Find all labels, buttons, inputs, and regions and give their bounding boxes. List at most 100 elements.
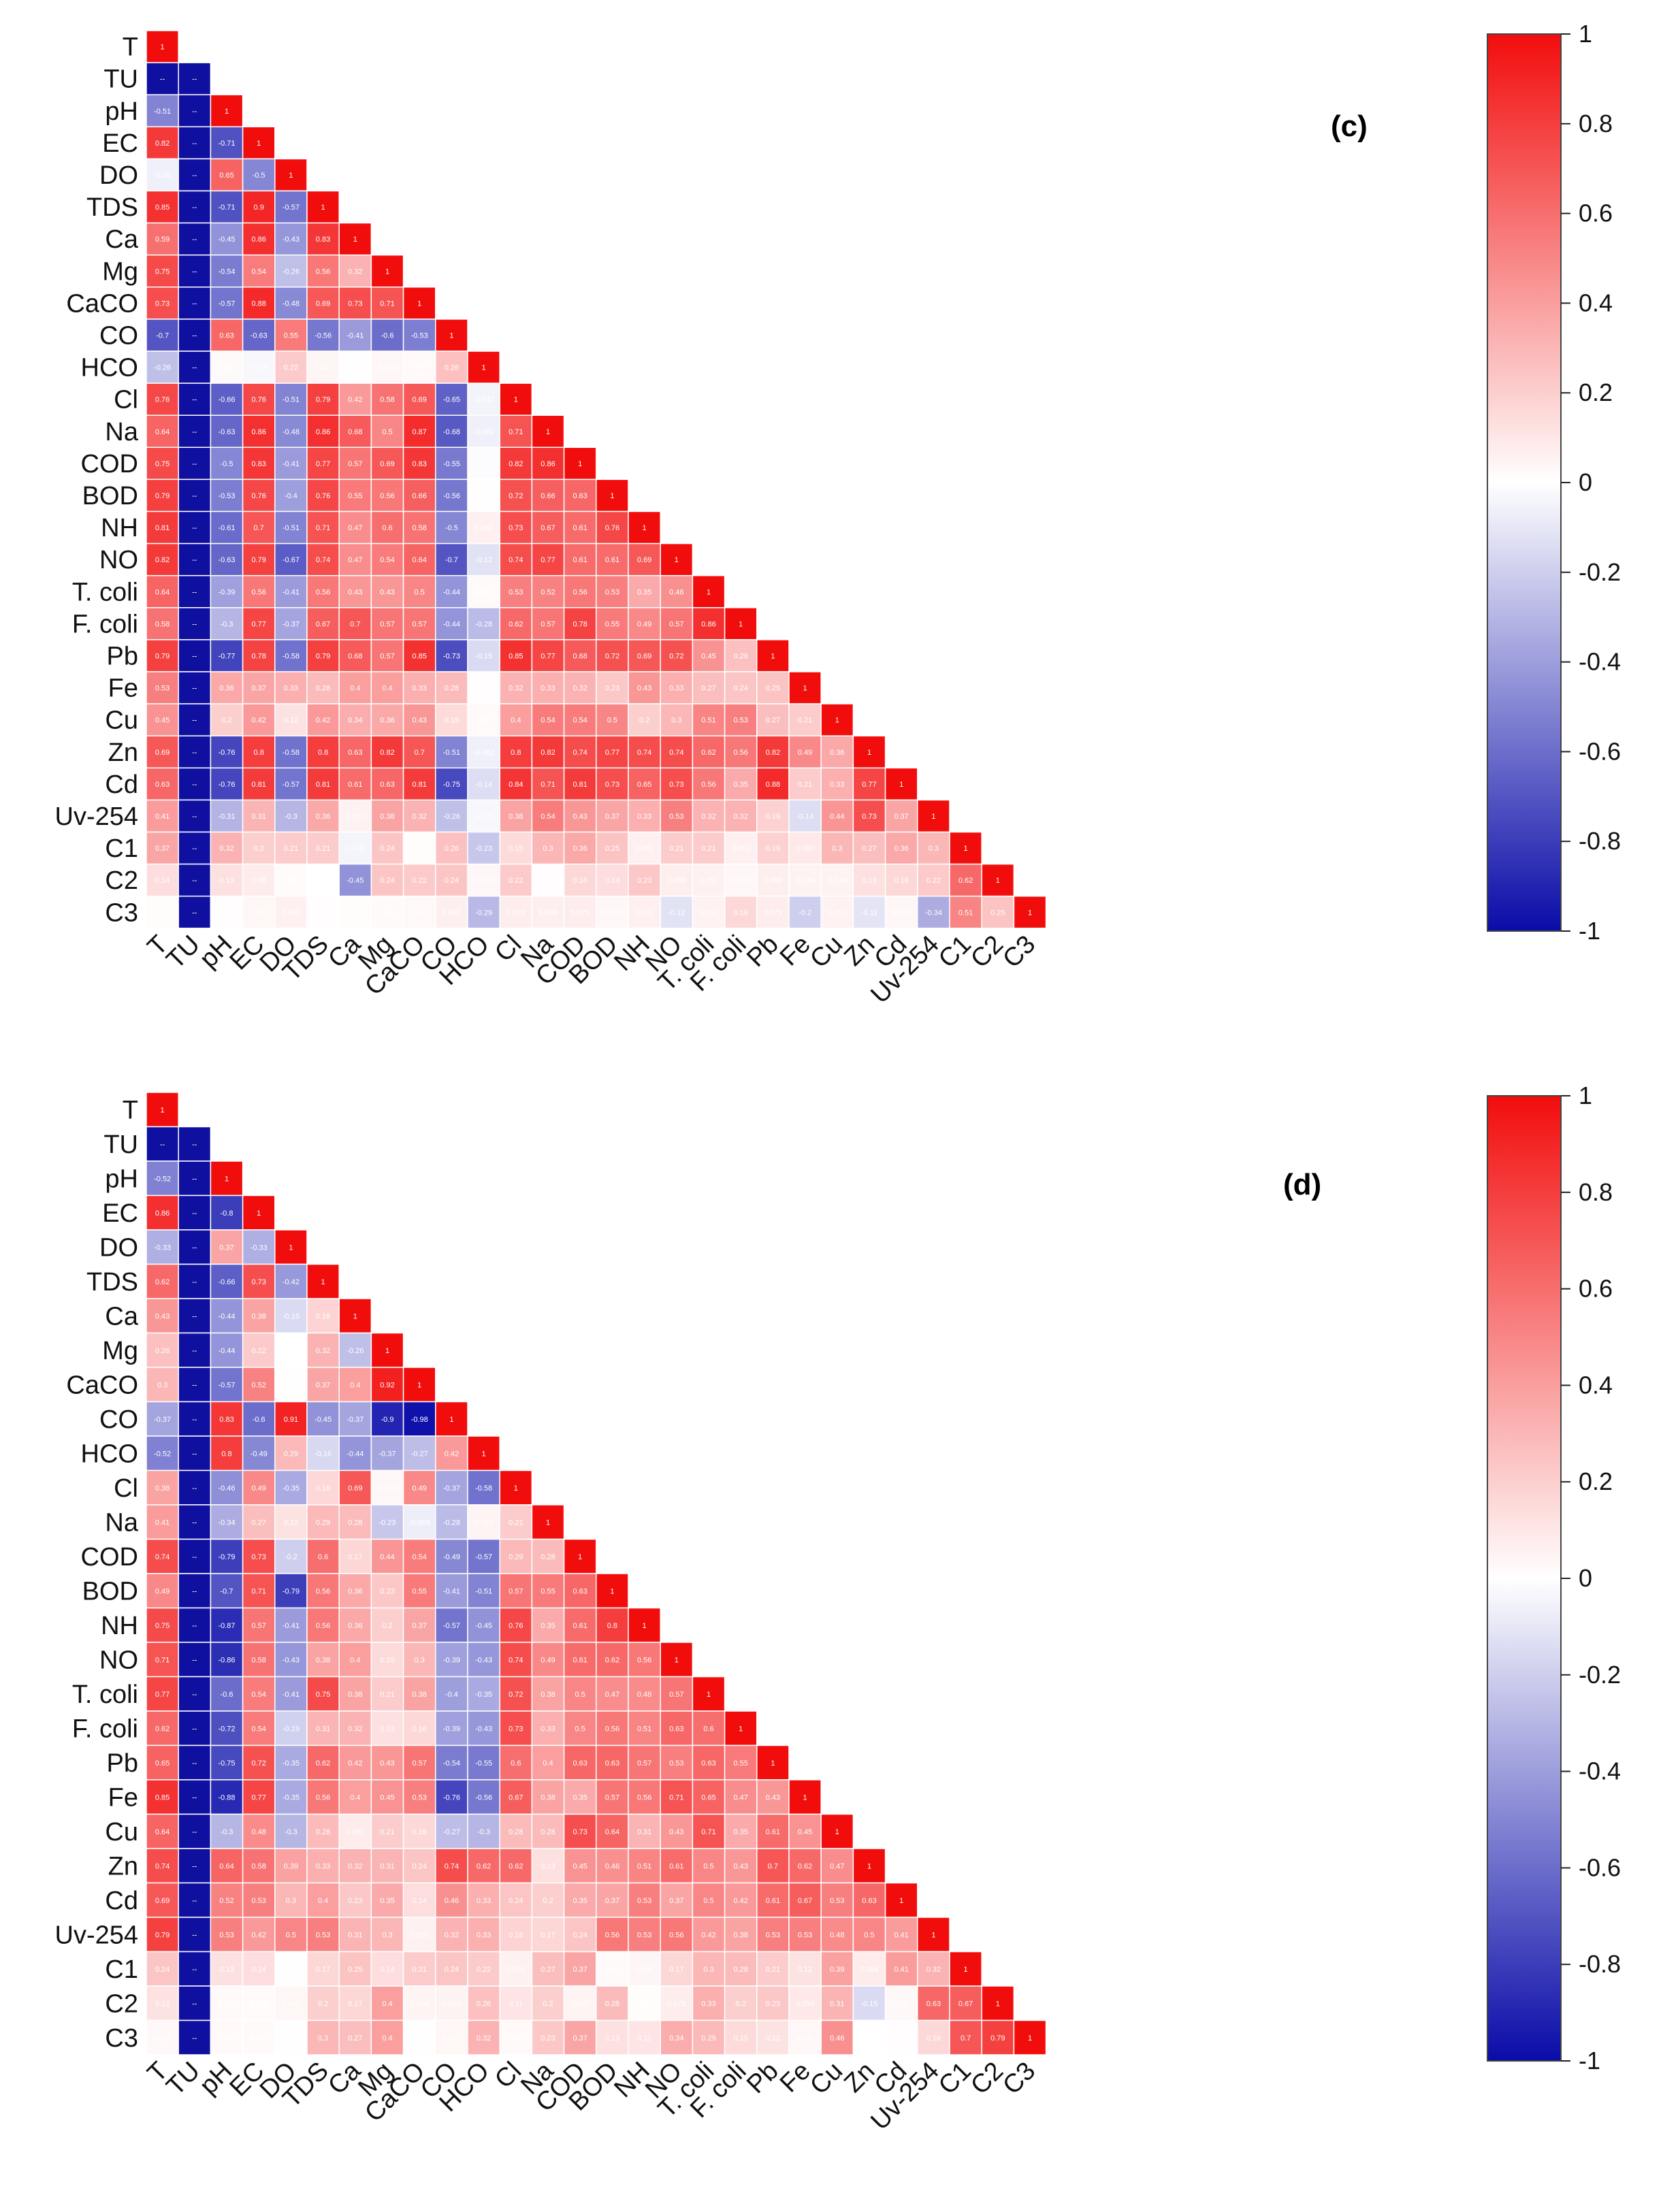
cell-value-0-16-2: -0.63 (218, 556, 235, 564)
cell-value-1-22-5: 0.33 (316, 1862, 330, 1870)
cell-value-0-27-13: 0.075 (570, 909, 590, 917)
cell-1-12-4 (274, 1504, 308, 1540)
y-tick-1-3: EC (102, 1199, 138, 1228)
cell-value-1-3-1: -- (192, 1209, 197, 1218)
cell-value-1-19-18: 0.55 (733, 1759, 747, 1768)
cell-value-1-27-26: 0.79 (990, 2034, 1005, 2043)
cell-1-12-12 (531, 1504, 565, 1540)
cell-0-9-0 (146, 319, 179, 352)
cell-value-0-11-9: -0.65 (443, 396, 460, 404)
cell-value-1-13-2: -0.79 (218, 1553, 235, 1561)
cell-value-1-21-10: -0.3 (477, 1828, 490, 1836)
cell-0-5-4 (274, 190, 308, 224)
cell-value-0-17-8: 0.5 (415, 588, 425, 596)
cell-value-0-18-11: 0.62 (509, 620, 523, 628)
cell-1-17-17 (692, 1676, 726, 1712)
cell-value-0-11-8: 0.69 (412, 396, 426, 404)
cell-1-15-3 (242, 1607, 276, 1643)
cell-0-13-10 (467, 446, 500, 481)
cell-value-0-18-14: 0.55 (605, 620, 619, 628)
cell-value-1-18-11: 0.73 (509, 1725, 523, 1733)
cell-value-1-17-4: -0.41 (283, 1691, 300, 1699)
cell-1-16-16 (660, 1642, 694, 1678)
cell-0-26-11 (499, 863, 533, 897)
colorbar-label-1-3: 0.4 (1579, 1371, 1613, 1399)
cell-value-0-16-9: -0.7 (445, 556, 458, 564)
cell-value-0-18-10: -0.28 (475, 620, 492, 628)
cell-value-0-25-18: 0.063 (731, 845, 750, 853)
cell-value-1-25-21: 0.39 (830, 1966, 844, 1974)
cell-0-21-2 (210, 703, 244, 736)
cell-1-27-23 (884, 2019, 918, 2055)
cell-value-1-17-1: -- (192, 1691, 197, 1699)
cell-0-11-2 (210, 383, 244, 416)
cell-value-1-21-21: 1 (835, 1828, 839, 1836)
cell-value-1-22-9: 0.74 (445, 1862, 459, 1870)
cell-1-26-22 (852, 1985, 886, 2021)
cell-1-18-0 (146, 1710, 179, 1746)
cell-value-0-23-6: 0.61 (348, 781, 362, 789)
cell-1-17-0 (146, 1676, 179, 1712)
cell-0-14-4 (274, 478, 308, 513)
cell-value-0-1-1: -- (192, 76, 197, 84)
cell-value-0-23-22: 0.77 (862, 781, 876, 789)
cell-value-0-8-8: 1 (417, 299, 421, 308)
cell-value-0-13-4: -0.41 (283, 460, 300, 468)
cell-value-1-2-2: 1 (225, 1175, 229, 1183)
cell-value-1-7-6: -0.26 (346, 1347, 364, 1355)
cell-1-26-18 (724, 1985, 758, 2021)
cell-value-0-22-11: 0.8 (511, 749, 521, 757)
cell-0-6-5 (306, 222, 340, 256)
cell-value-1-22-19: 0.7 (768, 1862, 778, 1870)
cell-value-0-23-17: 0.56 (701, 781, 715, 789)
cell-value-1-26-21: 0.31 (830, 2000, 844, 2008)
cell-value-0-21-1: -- (192, 717, 197, 725)
cell-1-12-8 (402, 1504, 436, 1540)
cell-0-20-0 (146, 671, 179, 704)
cell-value-1-25-1: -- (192, 1966, 197, 1974)
cell-value-1-24-20: 0.53 (798, 1931, 812, 1939)
cell-value-1-22-21: 0.47 (830, 1862, 844, 1870)
cell-0-16-11 (499, 542, 533, 576)
cell-value-0-14-11: 0.72 (509, 492, 523, 500)
cell-0-27-1 (178, 895, 212, 929)
cell-value-1-22-1: -- (192, 1862, 197, 1870)
cell-value-1-13-1: -- (192, 1553, 197, 1561)
cell-value-0-10-10: 1 (482, 364, 486, 372)
y-tick-1-22: Zn (108, 1852, 138, 1881)
cell-0-15-11 (499, 510, 533, 544)
cell-value-0-19-11: 0.85 (509, 652, 523, 660)
cell-value-0-15-5: 0.71 (316, 524, 330, 532)
cell-1-6-0 (146, 1298, 179, 1334)
cell-value-1-5-3: 0.73 (251, 1278, 265, 1286)
cell-value-1-26-1: -- (192, 2000, 197, 2008)
cell-value-1-11-8: 0.49 (412, 1484, 426, 1493)
cell-value-1-7-0: 0.26 (155, 1347, 170, 1355)
cell-0-6-1 (178, 222, 212, 256)
cell-1-14-5 (306, 1573, 340, 1609)
cell-value-0-26-3: 0.08 (251, 877, 265, 885)
cell-1-24-19 (756, 1917, 790, 1953)
cell-0-13-3 (242, 446, 276, 481)
cell-0-21-0 (146, 703, 179, 736)
cell-1-14-12 (531, 1573, 565, 1609)
cell-value-1-23-22: 0.63 (862, 1897, 876, 1905)
cell-value-0-7-6: 0.32 (348, 267, 362, 276)
cell-value-1-21-8: 0.16 (412, 1828, 426, 1836)
cell-value-1-19-3: 0.72 (251, 1759, 265, 1768)
cell-value-0-23-0: 0.63 (155, 781, 170, 789)
cell-value-1-6-3: 0.38 (251, 1312, 265, 1320)
cell-value-0-14-13: 0.63 (572, 492, 587, 500)
cell-0-27-21 (820, 895, 854, 929)
cell-value-0-26-0: 0.14 (155, 877, 170, 885)
cell-value-1-21-5: 0.28 (316, 1828, 330, 1836)
cell-value-0-7-3: 0.54 (251, 267, 265, 276)
cell-value-1-13-9: -0.49 (443, 1553, 460, 1561)
cell-1-11-2 (210, 1469, 244, 1506)
cell-value-0-5-4: -0.57 (283, 204, 300, 212)
cell-value-1-16-11: 0.74 (509, 1656, 523, 1664)
cell-0-21-3 (242, 703, 276, 736)
cell-value-0-0-0: 1 (161, 44, 165, 52)
cell-value-1-25-23: 0.41 (894, 1966, 908, 1974)
cell-0-12-6 (338, 414, 372, 449)
